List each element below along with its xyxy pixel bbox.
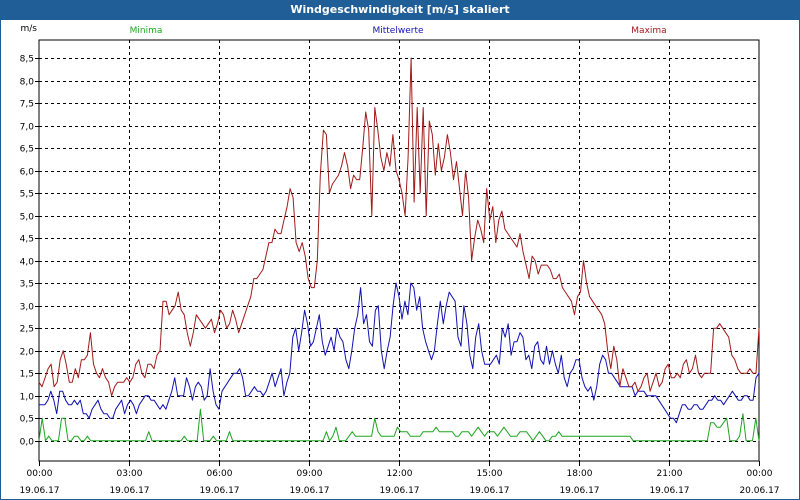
- ytick-label: 1,5: [20, 370, 34, 380]
- legend-entry-mittelwerte: Mittelwerte: [372, 26, 423, 36]
- ytick-label: 8,0: [20, 78, 35, 88]
- xtick-time-label: 21:00: [657, 469, 683, 479]
- xtick-time-label: 06:00: [207, 469, 233, 479]
- ytick-label: 6,5: [20, 145, 34, 155]
- xtick-time-label: 00:00: [27, 469, 53, 479]
- xtick-date-label: 19.06.17: [379, 486, 419, 496]
- ytick-label: 5,0: [20, 213, 35, 223]
- legend-entry-minima: Minima: [130, 26, 163, 36]
- xtick-time-label: 12:00: [387, 469, 413, 479]
- chart-frame: 0,0 0,5 1,0 1,5 2,0 2,5 3,0 3,5 4,0 4,5 5,0 5,5 6,0 6…: [0, 20, 800, 500]
- series-line-maxima: [38, 57, 760, 397]
- xtick-time-label: 18:00: [567, 469, 593, 479]
- ytick-label: 7,5: [20, 100, 34, 110]
- xtick-date-label: 19.06.17: [649, 486, 689, 496]
- ytick-label: 3,0: [20, 303, 35, 313]
- chart-title: Windgeschwindigkeit [m/s] skaliert: [0, 0, 800, 20]
- xtick-time-label: 03:00: [117, 469, 143, 479]
- ytick-label: 1,0: [20, 393, 35, 403]
- y-axis-label: m/s: [21, 24, 38, 34]
- xtick-date-label: 19.06.17: [199, 486, 239, 496]
- series-line-minima: [38, 408, 760, 442]
- ytick-label: 7,0: [20, 123, 35, 133]
- xtick-date-label: 19.06.17: [19, 486, 59, 496]
- xtick-date-label: 19.06.17: [469, 486, 509, 496]
- axes: 0,0 0,5 1,0 1,5 2,0 2,5 3,0 3,5 4,0 4,5 5,0 5,5 6,0 6…: [19, 24, 779, 496]
- xtick-time-label: 15:00: [477, 469, 503, 479]
- ytick-label: 3,5: [20, 280, 34, 290]
- legend: Minima Mittelwerte Maxima: [130, 26, 667, 36]
- xtick-date-label: 19.06.17: [289, 486, 329, 496]
- ytick-label: 8,5: [20, 55, 34, 65]
- xtick-time-label: 09:00: [297, 469, 323, 479]
- grid: [38, 39, 760, 462]
- ytick-label: 4,0: [20, 258, 35, 268]
- series-lines: [38, 57, 760, 442]
- wind-speed-chart: 0,0 0,5 1,0 1,5 2,0 2,5 3,0 3,5 4,0 4,5 5,0 5,5 6,0 6…: [19, 24, 779, 496]
- xtick-date-label: 19.06.17: [109, 486, 149, 496]
- ytick-label: 2,0: [20, 348, 35, 358]
- ytick-label: 5,5: [20, 190, 34, 200]
- ytick-label: 0,0: [20, 438, 35, 448]
- ytick-label: 6,0: [20, 168, 35, 178]
- series-line-mittelwerte: [39, 282, 760, 424]
- xtick-date-label: 20.06.17: [739, 486, 779, 496]
- ytick-label: 0,5: [20, 415, 34, 425]
- xtick-date-label: 19.06.17: [559, 486, 599, 496]
- ytick-label: 4,5: [20, 235, 34, 245]
- xtick-time-label: 00:00: [747, 469, 773, 479]
- legend-entry-maxima: Maxima: [631, 26, 666, 36]
- ytick-label: 2,5: [20, 325, 34, 335]
